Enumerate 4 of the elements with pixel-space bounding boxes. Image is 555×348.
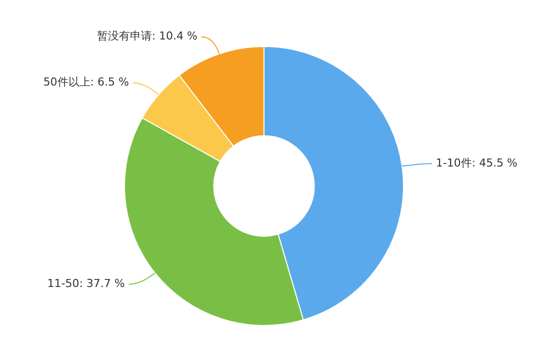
slice-label: 11-50: 37.7 %: [47, 277, 125, 290]
slice-label: 1-10件: 45.5 %: [436, 156, 518, 170]
slice-label: 暂没有申请: 10.4 %: [96, 30, 198, 43]
slice-label: 50件以上: 6.5 %: [43, 76, 129, 89]
